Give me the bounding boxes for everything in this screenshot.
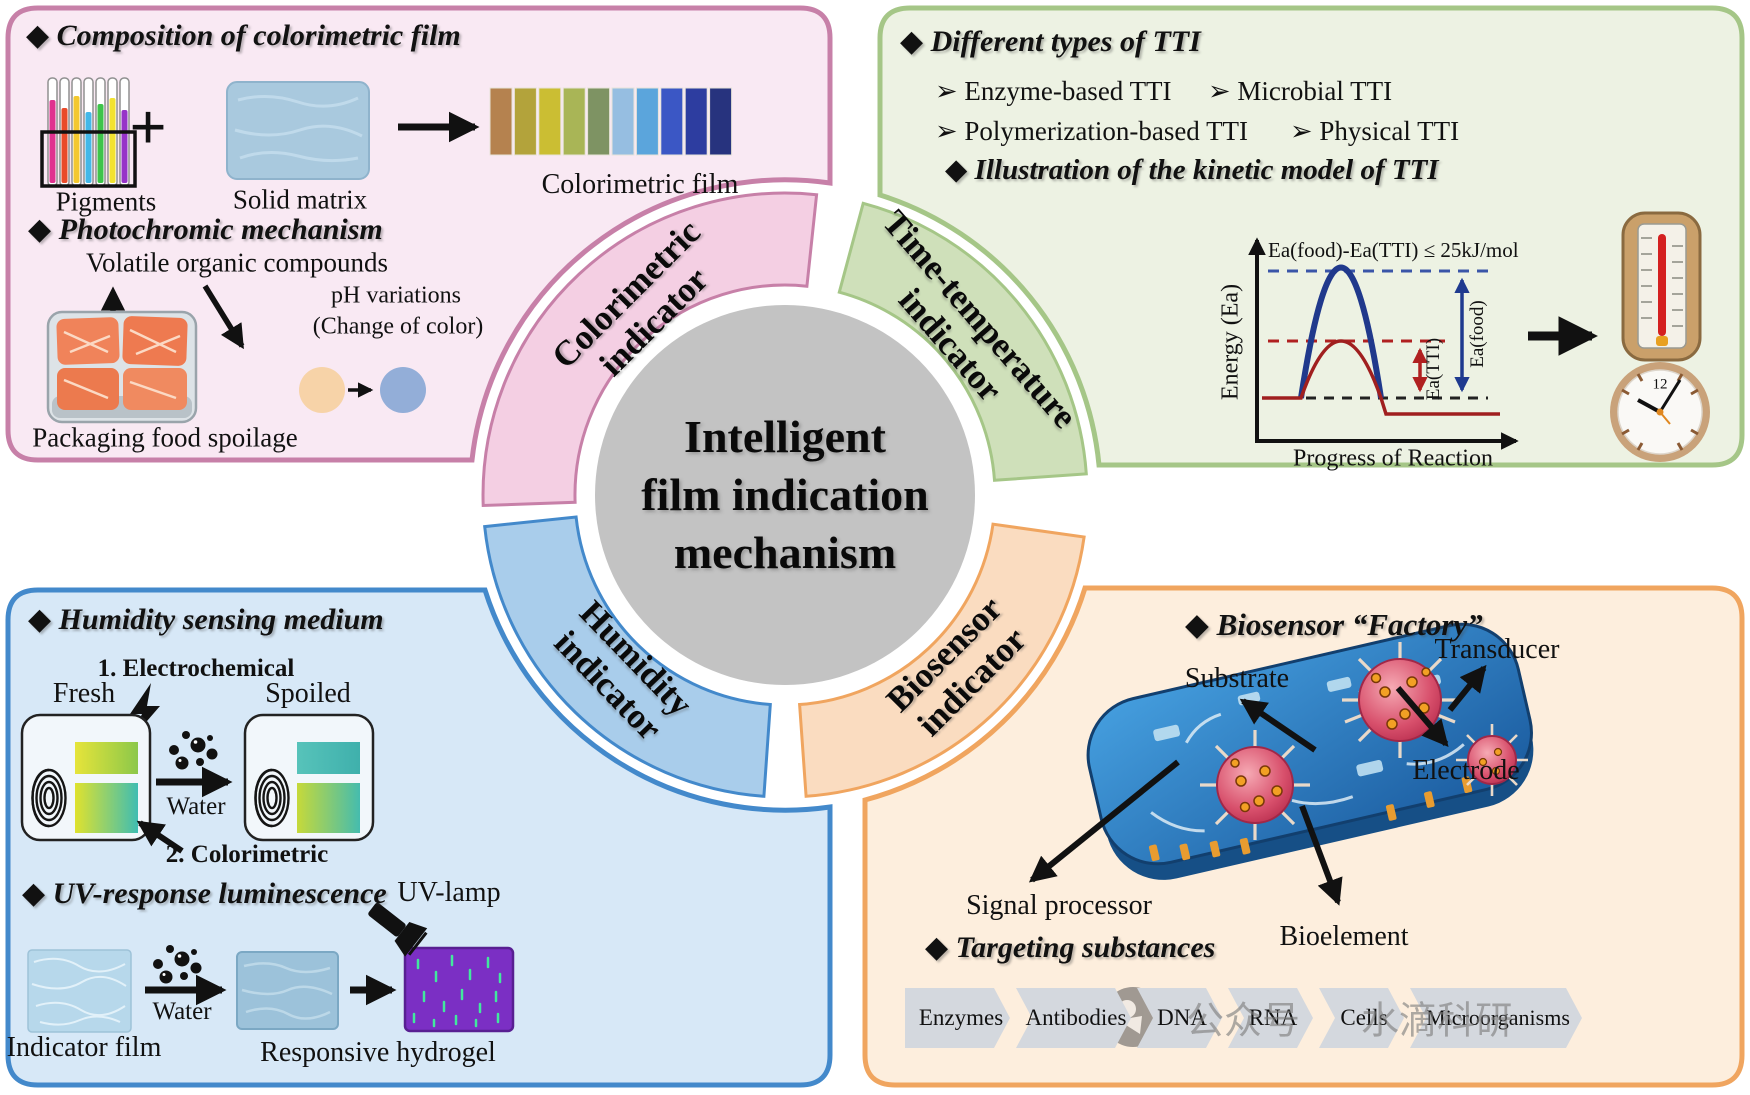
bl-heading-humidity: ◆ Humidity sensing medium — [28, 603, 384, 636]
banner-label-rna: RNA — [1248, 1005, 1298, 1030]
pigment-tubes — [40, 77, 137, 188]
water-label-1: Water — [166, 793, 226, 820]
wedge-colorimetric — [481, 191, 819, 508]
tti-item-enzyme: ➢ Enzyme-based TTI — [935, 76, 1172, 106]
banner-label-cells: Cells — [1340, 1005, 1388, 1030]
virus-particle-left — [1200, 730, 1310, 840]
plus-sign: + — [129, 91, 167, 164]
uv-lamp-icon — [368, 902, 428, 957]
fresh-strip-2 — [75, 783, 138, 833]
arrow-transducer — [1447, 664, 1487, 712]
clock-icon — [1610, 362, 1710, 462]
ph-circle-before — [299, 367, 345, 413]
solid-matrix-fabric — [226, 81, 370, 180]
ph-circle-after — [380, 367, 426, 413]
center-circle — [595, 305, 975, 685]
electrode-label: Electrode — [1412, 755, 1520, 786]
pigments-label: Pigments — [55, 186, 157, 217]
wedge-tti — [837, 201, 1088, 482]
fresh-sample-panel — [20, 713, 152, 842]
spoiled-strip-1 — [297, 742, 360, 774]
colorimetric-film-strips — [489, 87, 733, 156]
arrow-bioelement — [1299, 804, 1343, 906]
bioelement-label: Bioelement — [1279, 921, 1409, 952]
watermark-text-2: 水滴科研 — [1360, 998, 1514, 1043]
graph-xlabel: Progress of Reaction — [1293, 445, 1493, 472]
tl-heading-photochromic: ◆ Photochromic mechanism — [28, 213, 383, 246]
colorimetric-film-label: Colorimetric film — [541, 169, 739, 200]
tti-item-physical: ➢ Physical TTI — [1290, 116, 1460, 146]
substrate-label: Substrate — [1184, 663, 1290, 694]
banner-label-enzymes: Enzymes — [918, 1005, 1004, 1030]
spoiled-sample-panel — [243, 713, 375, 842]
salmon-package — [46, 310, 198, 424]
responsive-hydrogel-label: Responsive hydrogel — [260, 1037, 496, 1068]
arrow-ph — [202, 284, 245, 350]
colorimetric-2-label: 2. Colorimetric — [165, 841, 329, 868]
ea-tti-label: Ea(TTI) — [1423, 337, 1444, 401]
center-title: Intelligent film indication mechanism — [641, 411, 929, 578]
spoiled-label: Spoiled — [265, 678, 351, 709]
wedge-biosensor — [797, 522, 1086, 798]
uv-lamp-label: UV-lamp — [397, 877, 501, 908]
graph-ylabel: Energy (Ea) — [1217, 283, 1244, 401]
banner-chevron-enzymes — [905, 988, 1010, 1048]
br-heading-targeting: ◆ Targeting substances — [925, 931, 1216, 964]
indicator-film-label: Indicator film — [6, 1032, 162, 1063]
arrow-colorimetric — [136, 820, 184, 854]
bl-heading-uv: ◆ UV-response luminescence — [22, 877, 387, 910]
fresh-label: Fresh — [52, 678, 116, 709]
luminescent-hydrogel-image — [403, 946, 515, 1033]
tr-heading-types: ◆ Different types of TTI — [900, 25, 1201, 58]
tti-item-polymerization: ➢ Polymerization-based TTI — [935, 116, 1249, 146]
signal-processor-label: Signal processor — [966, 890, 1152, 921]
virus-particle-small — [1456, 724, 1528, 796]
panel-tti — [877, 5, 1745, 468]
br-heading-factory: ◆ Biosensor “Factory” — [1185, 607, 1483, 642]
thermometer-icon — [1621, 211, 1702, 362]
banner-label-antibodies: Antibodies — [1025, 1005, 1127, 1030]
solid-matrix-label: Solid matrix — [232, 184, 368, 215]
banner-chevron-antibodies — [1016, 988, 1131, 1048]
tl-heading-composition: ◆ Composition of colorimetric film — [26, 19, 461, 52]
arrow-substrate — [1239, 698, 1317, 753]
transducer-label: Transducer — [1434, 634, 1560, 665]
ea-food-label: Ea(food) — [1467, 300, 1488, 368]
wedge-humidity — [483, 515, 772, 798]
tti-item-microbial: ➢ Microbial TTI — [1208, 76, 1393, 106]
indicator-film-image — [27, 949, 132, 1033]
fresh-strip-1 — [75, 742, 138, 774]
curve-ea-food — [1298, 264, 1384, 399]
spoiled-strip-2 — [297, 783, 360, 833]
water-label-2: Water — [152, 998, 212, 1025]
tr-heading-kinetic: ◆ Illustration of the kinetic model of T… — [945, 154, 1439, 186]
banner-chevron-microorganisms — [1410, 988, 1582, 1048]
ph-variations-label: pH variations — [331, 282, 461, 309]
watermark-text-1: 公众号 — [1185, 998, 1301, 1043]
change-of-color-label: (Change of color) — [312, 313, 484, 340]
voc-label: Volatile organic compounds — [86, 247, 388, 278]
graph-title: Ea(food)-Ea(TTI) ≤ 25kJ/mol — [1268, 238, 1519, 262]
electrochemical-label: 1. Electrochemical — [97, 655, 295, 682]
arrow-electrode — [1395, 686, 1449, 748]
clock-12-label: 12 — [1652, 376, 1668, 393]
curve-ea-tti — [1262, 339, 1500, 416]
banner-label-microorganisms: Microorganisms — [1426, 1005, 1570, 1030]
kinetic-graph — [1248, 237, 1519, 450]
packaging-spoilage-label: Packaging food spoilage — [32, 422, 298, 453]
banner-label-dna: DNA — [1157, 1005, 1207, 1030]
wet-hydrogel-image — [236, 951, 339, 1030]
panel-humidity — [5, 587, 833, 1088]
arrow-signal-processor — [1028, 759, 1180, 883]
